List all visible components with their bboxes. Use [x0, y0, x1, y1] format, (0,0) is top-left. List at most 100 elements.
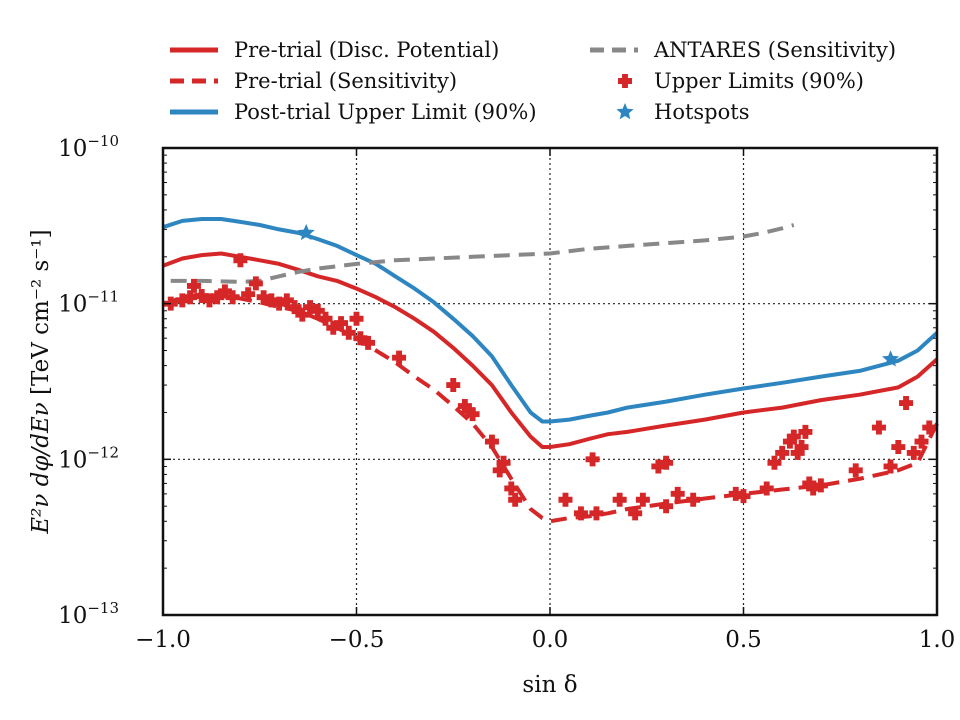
upper-limit-marker	[446, 378, 461, 393]
y-tick-label: 10−12	[58, 443, 119, 473]
upper-limit-marker	[217, 284, 232, 299]
upper-limit-marker	[589, 506, 604, 521]
upper-limit-marker	[659, 455, 674, 470]
x-tick-label: 0.0	[532, 627, 569, 653]
upper-limit-marker	[914, 434, 929, 449]
upper-limit-marker	[871, 420, 886, 435]
upper-limit-marker	[303, 300, 318, 315]
upper-limit-marker	[202, 293, 217, 308]
upper-limit-marker	[353, 331, 368, 346]
upper-limit-marker	[786, 429, 801, 444]
hotspot-marker	[882, 350, 900, 367]
upper-limit-marker	[782, 434, 797, 449]
series-line-0	[162, 251, 939, 449]
upper-limit-marker	[484, 434, 499, 449]
legend-entry: Upper Limits (90%)	[618, 69, 864, 93]
legend-entry: Hotspots	[616, 100, 749, 124]
legend-entry: Post-trial Upper Limit (90%)	[170, 100, 537, 124]
legend-label: Pre-trial (Sensitivity)	[234, 69, 457, 93]
upper-limit-marker	[798, 424, 813, 439]
upper-limit-marker	[670, 486, 685, 501]
axis-ticks: −1.0 −0.5 0.0 0.5 1.0 10−13 10−12 10−11 10−10	[58, 132, 955, 653]
y-tick-label: 10−13	[58, 599, 119, 629]
upper-limit-marker	[508, 492, 523, 507]
upper-limit-marker	[659, 499, 674, 514]
upper-limit-marker	[264, 293, 279, 308]
upper-limit-marker	[334, 316, 349, 331]
upper-limit-marker	[241, 287, 256, 302]
legend-label: Pre-trial (Disc. Potential)	[234, 38, 499, 62]
x-tick-label: −1.0	[135, 627, 191, 653]
y-tick-label: 10−11	[58, 288, 119, 318]
upper-limit-marker	[558, 492, 573, 507]
upper-limit-marker	[767, 455, 782, 470]
upper-limit-marker	[186, 278, 201, 293]
upper-limit-marker	[326, 320, 341, 335]
y-axis-label-text: E²ν dφ/dEν [TeV cm⁻² s⁻¹]	[28, 229, 54, 534]
series-line-2	[162, 217, 939, 424]
legend-label: Post-trial Upper Limit (90%)	[234, 100, 537, 124]
upper-limit-marker	[183, 290, 198, 305]
upper-limit-marker	[790, 445, 805, 460]
series-line-3	[170, 223, 795, 284]
upper-limit-marker	[194, 289, 209, 304]
upper-limit-marker	[728, 486, 743, 501]
upper-limit-marker	[686, 492, 701, 507]
upper-limit-marker	[496, 455, 511, 470]
legend-swatch-plus	[618, 74, 632, 88]
upper-limit-marker	[341, 325, 356, 340]
upper-limit-marker	[806, 481, 821, 496]
upper-limit-marker	[802, 476, 817, 491]
upper-limit-marker	[573, 506, 588, 521]
upper-limit-marker	[492, 463, 507, 478]
legend-entry: ANTARES (Sensitivity)	[590, 38, 896, 62]
upper-limit-marker	[233, 253, 248, 268]
upper-limit-marker	[318, 311, 333, 326]
x-tick-label: −0.5	[329, 627, 385, 653]
upper-limit-marker	[651, 459, 666, 474]
upper-limit-marker	[504, 481, 519, 496]
upper-limit-marker	[310, 303, 325, 318]
plot-area	[162, 217, 939, 524]
upper-limit-marker	[457, 399, 472, 414]
legend-label: Upper Limits (90%)	[654, 69, 864, 93]
upper-limit-marker	[287, 300, 302, 315]
upper-limit-marker	[349, 311, 364, 326]
legend-label: ANTARES (Sensitivity)	[653, 38, 896, 62]
upper-limit-marker	[736, 489, 751, 504]
grid-lines	[163, 148, 937, 615]
upper-limit-marker	[775, 445, 790, 460]
upper-limit-marker	[361, 335, 376, 350]
y-axis-label: E²ν dφ/dEν [TeV cm⁻² s⁻¹]	[28, 229, 54, 534]
upper-limit-marker	[922, 420, 937, 435]
upper-limit-marker	[585, 452, 600, 467]
upper-limit-marker	[256, 290, 271, 305]
upper-limit-marker	[295, 307, 310, 322]
x-tick-label: 1.0	[919, 627, 956, 653]
upper-limit-marker	[272, 296, 287, 311]
upper-limit-marker	[794, 440, 809, 455]
upper-limit-marker	[248, 276, 263, 291]
upper-limit-marker	[628, 506, 643, 521]
upper-limit-marker	[906, 445, 921, 460]
legend: Pre-trial (Disc. Potential) Pre-trial (Se…	[170, 38, 896, 124]
upper-limit-marker	[175, 293, 190, 308]
upper-limit-marker	[635, 492, 650, 507]
upper-limit-marker	[612, 492, 627, 507]
legend-label: Hotspots	[654, 100, 749, 124]
upper-limit-marker	[883, 459, 898, 474]
x-axis-label: sin δ	[522, 672, 577, 698]
upper-limit-marker	[392, 350, 407, 365]
upper-limit-marker	[848, 463, 863, 478]
upper-limit-marker	[891, 440, 906, 455]
legend-swatch-star	[616, 103, 634, 120]
upper-limit-marker	[210, 290, 225, 305]
upper-limit-marker	[813, 478, 828, 493]
upper-limit-marker	[759, 481, 774, 496]
legend-entry: Pre-trial (Disc. Potential)	[170, 38, 499, 62]
upper-limit-marker	[225, 290, 240, 305]
hotspot-marker	[297, 223, 315, 241]
upper-limit-marker	[279, 293, 294, 308]
y-tick-label: 10−10	[58, 132, 119, 162]
